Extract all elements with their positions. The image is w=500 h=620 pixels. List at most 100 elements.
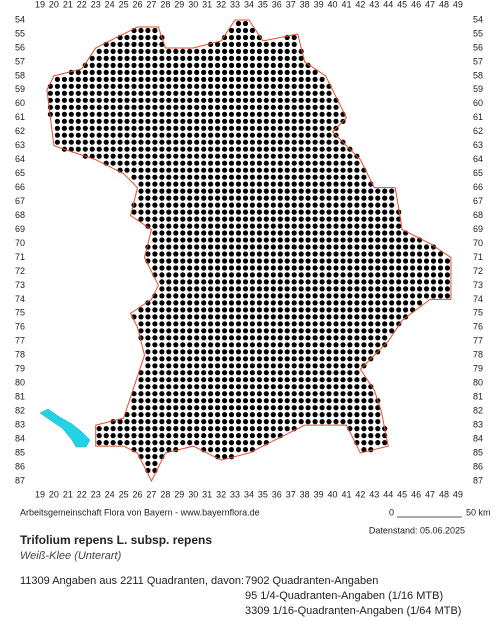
x-label: 24 (105, 489, 115, 499)
dot (291, 258, 297, 264)
dot (89, 90, 95, 96)
dot (333, 286, 339, 292)
dot (410, 265, 416, 271)
dot (75, 118, 81, 124)
dot (389, 265, 395, 271)
dot (215, 83, 221, 89)
dot (298, 314, 304, 320)
dot (96, 440, 102, 446)
dot (145, 160, 151, 166)
dot (222, 83, 228, 89)
dot (347, 195, 353, 201)
dot (256, 83, 262, 89)
dot (124, 48, 130, 55)
x-label: 39 (314, 489, 324, 499)
dot (173, 90, 179, 96)
dot (368, 398, 374, 404)
dot (208, 286, 214, 292)
dot (166, 377, 172, 383)
dot (180, 286, 186, 292)
dot (96, 83, 102, 89)
dot (228, 244, 235, 250)
dot (222, 153, 228, 159)
dot (256, 202, 262, 208)
dot (270, 328, 276, 334)
dot (277, 97, 283, 103)
dot (228, 62, 235, 68)
dot (180, 363, 186, 369)
dot (277, 188, 283, 194)
dot (326, 104, 332, 110)
dot (312, 419, 318, 425)
dot (347, 412, 353, 418)
dot (89, 83, 95, 89)
dot (201, 286, 207, 292)
dot (249, 251, 255, 257)
dot (235, 251, 242, 257)
dot (180, 440, 186, 446)
dot (180, 426, 186, 432)
dot (347, 258, 353, 264)
dot (96, 55, 102, 62)
dot (368, 321, 374, 327)
dot (222, 391, 228, 397)
dot (382, 258, 388, 264)
dot (187, 384, 193, 390)
dot (263, 83, 269, 89)
dot (305, 293, 311, 299)
dot (375, 279, 381, 285)
dot (208, 153, 214, 159)
dot (270, 146, 276, 152)
dot (173, 377, 179, 383)
dot (389, 237, 395, 243)
dot (389, 202, 395, 208)
dot (61, 104, 67, 110)
dot (249, 377, 255, 383)
dot (96, 118, 102, 124)
dot (312, 69, 318, 75)
dot (333, 370, 339, 376)
dot (284, 90, 290, 96)
dot (215, 335, 221, 341)
dot (263, 272, 269, 278)
dot (166, 48, 172, 55)
dot (375, 300, 381, 306)
dot (180, 132, 186, 138)
dot (187, 363, 193, 369)
dot (284, 342, 290, 348)
dot (277, 412, 283, 418)
dot (277, 384, 283, 390)
dot (138, 433, 144, 439)
dot (145, 223, 151, 229)
dot (312, 76, 318, 82)
dot (187, 174, 193, 180)
dot (152, 307, 158, 313)
x-label: 35 (258, 489, 268, 499)
dot (256, 90, 262, 96)
dot (312, 370, 318, 376)
dot (291, 419, 297, 425)
dot (208, 209, 214, 215)
dot (249, 335, 255, 341)
dot (54, 83, 61, 89)
dot (312, 132, 318, 138)
dot (228, 412, 235, 418)
dot (89, 146, 95, 152)
dot (159, 370, 165, 376)
dot (201, 244, 207, 250)
dot (319, 258, 325, 264)
dot (270, 125, 276, 131)
dot (228, 118, 235, 124)
dot (242, 195, 249, 201)
dot (110, 426, 116, 432)
dot (284, 118, 290, 124)
dot (194, 223, 200, 229)
dot (82, 104, 88, 110)
dot (242, 153, 249, 159)
dot (312, 125, 318, 131)
dot (117, 104, 123, 110)
dot (298, 251, 304, 257)
dot (117, 111, 123, 117)
dot (277, 335, 283, 341)
dot (284, 293, 290, 299)
